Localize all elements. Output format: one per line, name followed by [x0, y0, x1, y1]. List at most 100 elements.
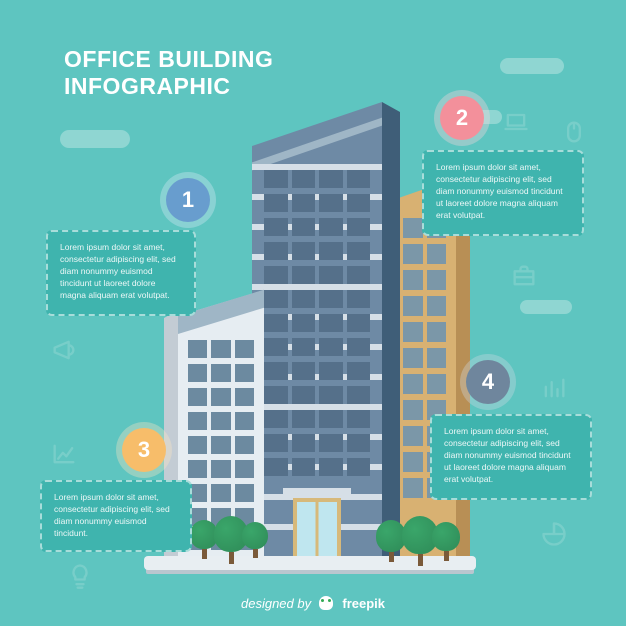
infographic-stage: OFFICE BUILDING INFOGRAPHIC 1 2 3 4 Lorem i…	[0, 0, 626, 626]
attribution-brand: freepik	[342, 596, 385, 611]
window	[347, 458, 371, 476]
window	[319, 194, 343, 212]
window	[347, 386, 371, 404]
window	[235, 484, 254, 502]
window	[264, 386, 288, 404]
callout-text: Lorem ipsum dolor sit amet, consectetur …	[54, 492, 178, 540]
window	[403, 322, 422, 342]
window	[319, 386, 343, 404]
window	[211, 436, 230, 454]
window	[188, 460, 207, 478]
step-badge-4: 4	[466, 360, 510, 404]
bars-icon	[540, 374, 568, 407]
window	[347, 266, 371, 284]
window	[292, 410, 316, 428]
window	[292, 338, 316, 356]
window	[292, 434, 316, 452]
window	[347, 242, 371, 260]
window	[319, 362, 343, 380]
window	[292, 218, 316, 236]
window	[188, 436, 207, 454]
window	[347, 410, 371, 428]
window	[319, 218, 343, 236]
window	[319, 290, 343, 308]
badge-number: 4	[482, 369, 494, 395]
tree-trunk	[229, 552, 234, 564]
window	[319, 314, 343, 332]
window	[347, 314, 371, 332]
megaphone-icon	[50, 336, 78, 369]
briefcase-icon	[510, 262, 538, 295]
window	[211, 412, 230, 430]
window	[427, 322, 446, 342]
step-badge-3: 3	[122, 428, 166, 472]
window	[264, 242, 288, 260]
window	[347, 170, 371, 188]
window	[292, 314, 316, 332]
window	[403, 478, 422, 498]
laptop-icon	[502, 108, 530, 141]
window	[235, 460, 254, 478]
window	[264, 314, 288, 332]
title-line-1: OFFICE BUILDING	[64, 46, 273, 73]
window	[319, 338, 343, 356]
window	[403, 244, 422, 264]
window	[292, 362, 316, 380]
window	[211, 364, 230, 382]
tree-trunk	[202, 549, 207, 559]
cloud	[520, 300, 572, 314]
window	[264, 458, 288, 476]
building-side	[382, 102, 400, 556]
pie-icon	[540, 520, 568, 553]
window	[211, 388, 230, 406]
window	[264, 362, 288, 380]
window	[292, 242, 316, 260]
window	[403, 452, 422, 472]
badge-number: 3	[138, 437, 150, 463]
attribution-prefix: designed by	[241, 596, 311, 611]
tree-crown	[242, 522, 268, 549]
step-badge-1: 1	[166, 178, 210, 222]
window	[292, 194, 316, 212]
entrance-door	[293, 498, 341, 556]
window	[264, 290, 288, 308]
window	[347, 434, 371, 452]
window	[427, 244, 446, 264]
window	[427, 348, 446, 368]
window	[211, 460, 230, 478]
window	[188, 340, 207, 358]
window	[264, 410, 288, 428]
window	[347, 362, 371, 380]
window	[347, 290, 371, 308]
window	[292, 386, 316, 404]
bulb-icon	[66, 562, 94, 595]
callout-text: Lorem ipsum dolor sit amet, consectetur …	[444, 426, 578, 485]
callout-1: Lorem ipsum dolor sit amet, consectetur …	[46, 230, 196, 316]
window	[427, 374, 446, 394]
window	[403, 270, 422, 290]
mouse-icon	[560, 118, 588, 151]
badge-number: 1	[182, 187, 194, 213]
window	[403, 400, 422, 420]
window	[347, 338, 371, 356]
window	[292, 170, 316, 188]
awning	[283, 488, 351, 498]
callout-2: Lorem ipsum dolor sit amet, consectetur …	[422, 150, 584, 236]
badge-number: 2	[456, 105, 468, 131]
tree-trunk	[253, 549, 258, 558]
window	[347, 194, 371, 212]
freepik-logo-icon	[319, 596, 333, 610]
attribution: designed by freepik	[0, 596, 626, 611]
window	[264, 218, 288, 236]
title-line-2: INFOGRAPHIC	[64, 73, 273, 100]
window	[403, 218, 422, 238]
window	[211, 340, 230, 358]
window	[427, 270, 446, 290]
window	[235, 364, 254, 382]
window	[292, 290, 316, 308]
tree-trunk	[444, 551, 449, 561]
chart-icon	[50, 440, 78, 473]
callout-3: Lorem ipsum dolor sit amet, consectetur …	[40, 480, 192, 552]
window	[264, 170, 288, 188]
window	[188, 364, 207, 382]
